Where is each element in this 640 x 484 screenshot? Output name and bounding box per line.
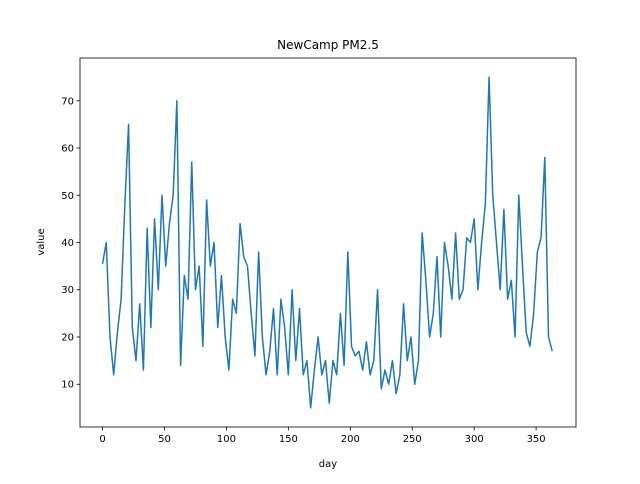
y-tick-label: 40 xyxy=(61,238,74,249)
x-tick-label: 0 xyxy=(99,434,105,445)
data-line xyxy=(101,76,553,409)
y-tick-label: 60 xyxy=(61,144,74,155)
y-tick-label: 70 xyxy=(61,96,74,107)
x-tick-label: 300 xyxy=(465,434,484,445)
x-tick-label: 250 xyxy=(403,434,422,445)
x-tick-label: 100 xyxy=(217,434,236,445)
chart-title: NewCamp PM2.5 xyxy=(277,38,379,52)
y-axis-label: value xyxy=(36,228,47,255)
y-tick-label: 50 xyxy=(61,191,74,202)
y-tick-label: 20 xyxy=(61,332,74,343)
x-tick-label: 150 xyxy=(279,434,298,445)
x-tick-label: 200 xyxy=(341,434,360,445)
x-tick-label: 50 xyxy=(158,434,171,445)
x-axis-label: day xyxy=(319,459,337,470)
y-tick-label: 30 xyxy=(61,285,74,296)
x-tick-label: 350 xyxy=(527,434,546,445)
y-tick-label: 10 xyxy=(61,380,74,391)
